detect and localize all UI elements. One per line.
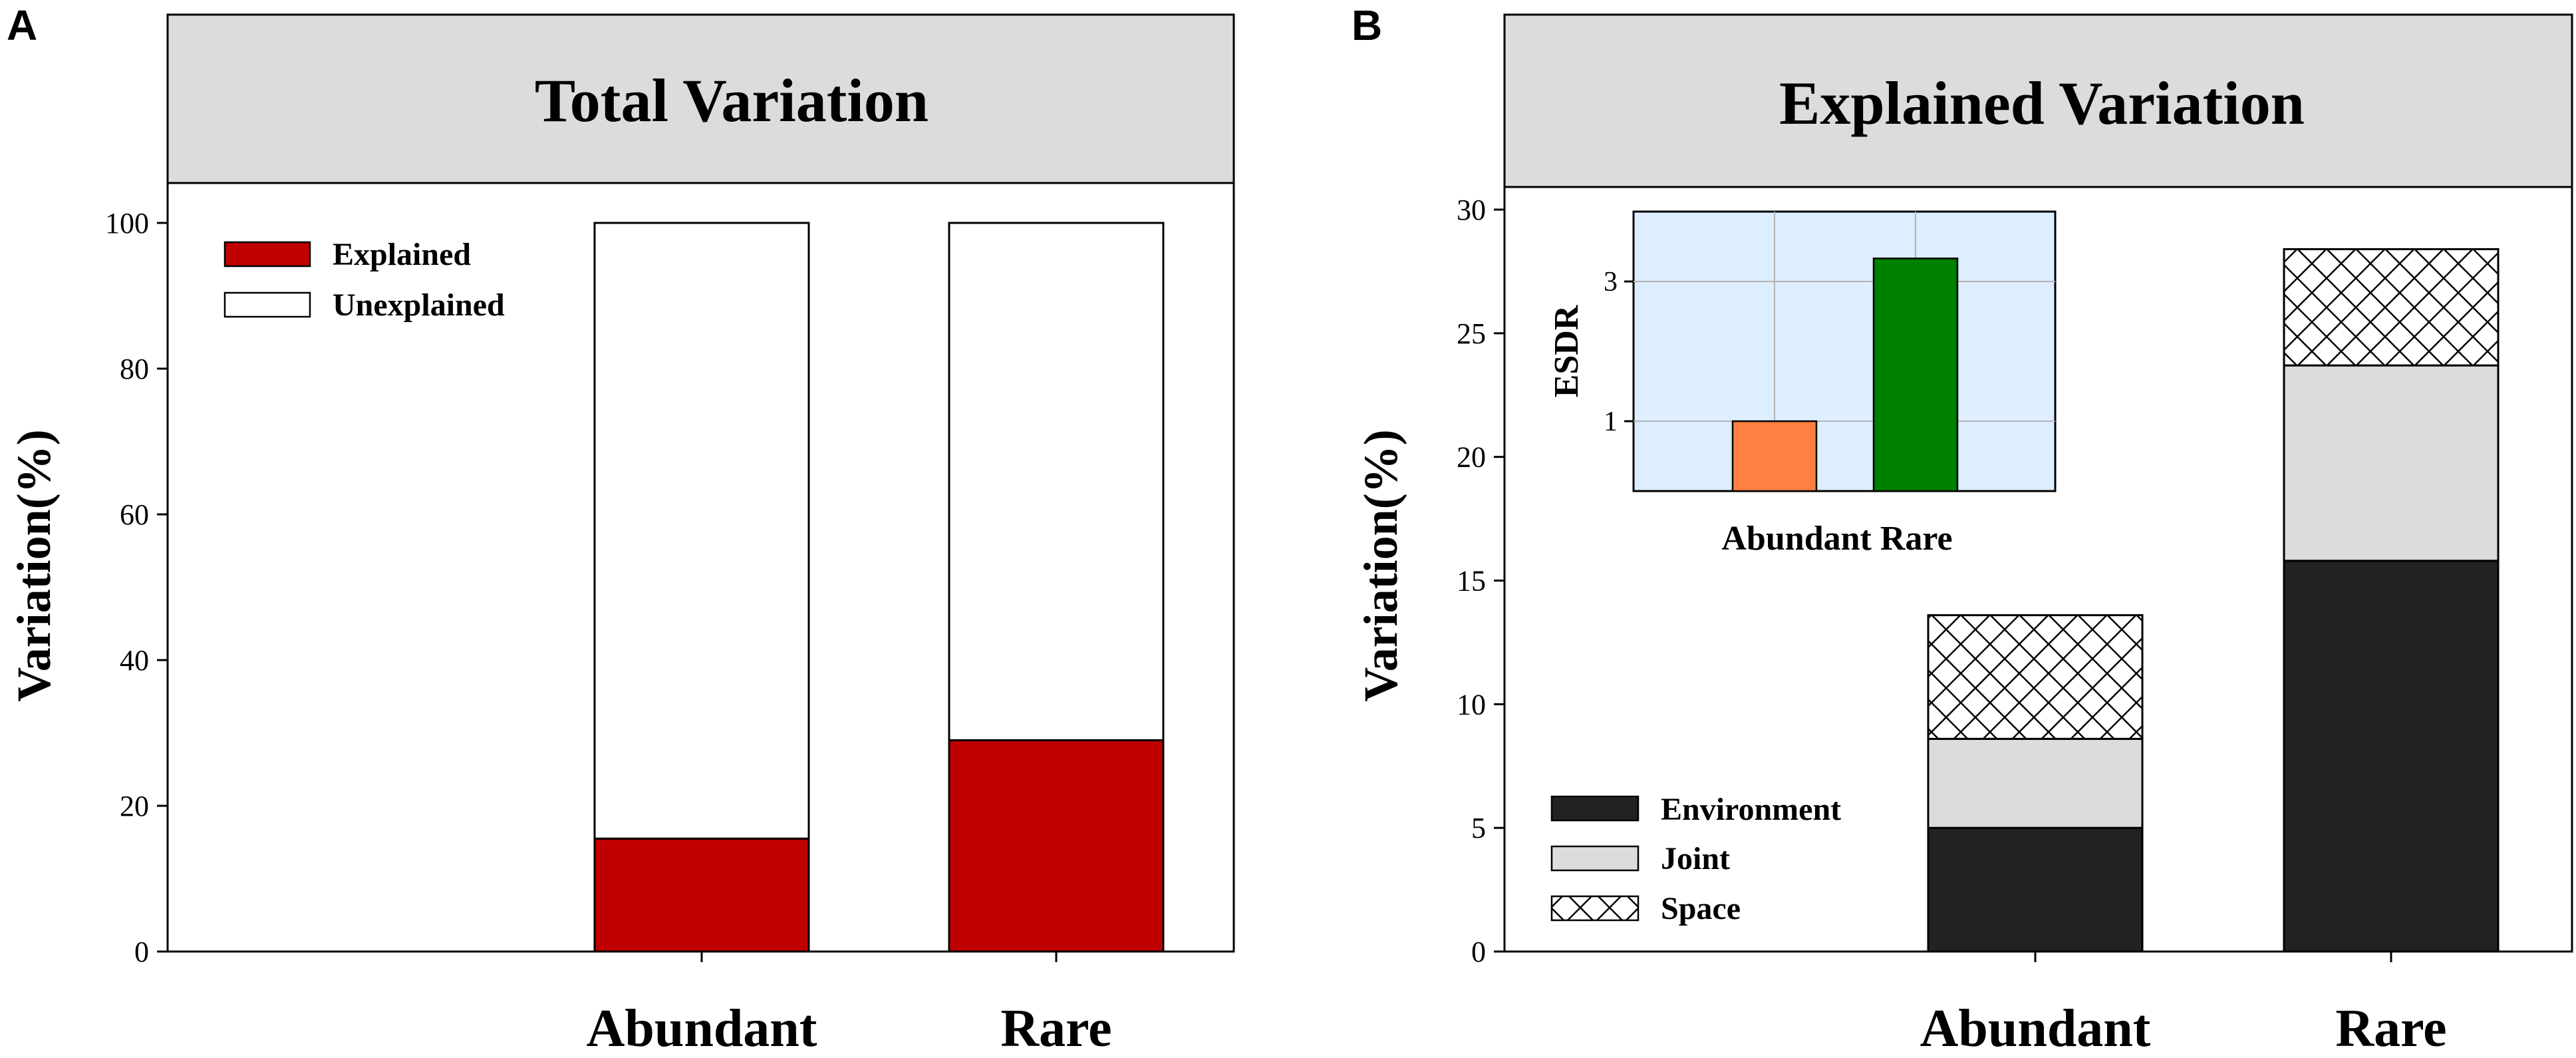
panel-b-bar-rare-environment [2283,560,2500,953]
legend-label-space: Space [1661,891,1741,926]
panel-a-y-axis: 0 20 40 60 80 100 [105,207,168,968]
panel-a-y-axis-label: Variation(%) [7,429,61,701]
panel-a-legend: Explained Unexplained [223,237,505,323]
panel-a-bar-rare-unexplained [948,222,1165,741]
panel-b-bar-abundant-space [1927,614,2144,740]
panel-b-y-axis-label: Variation(%) [1354,429,1407,701]
panel-a-y-tick-label-20: 20 [120,790,149,822]
panel-a-bar-rare-explained [948,739,1165,953]
panel-a-y-tick-label-0: 0 [134,936,149,968]
panel-b-bar-rare-space [2283,248,2500,367]
legend-label-joint: Joint [1661,841,1730,876]
panel-b-y-tick-label-5: 5 [1471,812,1486,844]
panel-b-bar-rare-joint [2283,364,2500,562]
panel-b-bar-abundant-joint [1927,737,2144,829]
legend-swatch-unexplained [223,291,311,318]
panel-b-y-tick-label-15: 15 [1457,565,1486,598]
panel-b-letter: B [1352,1,1382,49]
panel-b: B Explained Variation 0 5 10 15 20 25 30 Varia… [1352,1,2573,1058]
panel-b-y-tick-label-10: 10 [1457,688,1486,721]
panel-a-bar-abundant-unexplained [593,222,810,840]
panel-a-title: Total Variation [535,67,929,134]
panel-a-y-tick-label-100: 100 [105,207,149,240]
panel-b-category-label-abundant: Abundant [1920,999,2151,1058]
panel-a-y-tick-label-80: 80 [120,353,149,385]
panel-a-letter: A [7,1,37,49]
panel-a-bars [593,222,1165,953]
panel-a-y-tick-label-60: 60 [120,498,149,531]
panel-b-bars [1927,248,2500,953]
inset-esdr-chart: 13 ESDR Abundant Rare [1548,210,2057,558]
panel-a-category-label-abundant: Abundant [587,999,817,1058]
panel-b-legend: Environment Joint Space [1550,792,1841,926]
inset-bars [1731,258,1959,492]
panel-b-category-label-rare: Rare [2335,999,2446,1058]
inset-plot-frame [1632,210,2057,492]
inset-y-axis: 13 [1604,267,1634,437]
legend-swatch-environment [1550,795,1640,822]
panel-b-y-axis: 0 5 10 15 20 25 30 [1457,194,1504,968]
panel-a-y-tick-label-40: 40 [120,644,149,677]
panel-a: A Total Variation 0 20 40 60 80 100 Variation… [7,1,1235,1058]
legend-label-unexplained: Unexplained [333,287,505,323]
legend-label-environment: Environment [1661,792,1841,827]
inset-y-tick-label-1: 1 [1604,407,1618,437]
inset-y-tick-label-3: 3 [1604,267,1618,297]
panel-b-y-tick-label-30: 30 [1457,194,1486,226]
panel-a-category-label-rare: Rare [1000,999,1111,1058]
panel-b-y-tick-label-0: 0 [1471,936,1486,968]
legend-swatch-space [1550,895,1640,922]
panel-b-title: Explained Variation [1779,69,2305,137]
inset-x-axis-label: Abundant Rare [1721,520,1952,558]
legend-swatch-explained [223,241,311,267]
panel-b-x-ticks [2034,952,2392,962]
legend-swatch-joint [1550,845,1640,872]
panel-b-title-box [1503,13,2573,188]
panel-b-y-tick-label-25: 25 [1457,317,1486,350]
panel-b-y-tick-label-20: 20 [1457,441,1486,474]
panel-a-title-box [166,13,1235,184]
panel-a-bar-abundant-explained [593,837,810,953]
legend-label-explained: Explained [333,237,471,272]
inset-y-axis-label: ESDR [1548,304,1586,397]
inset-bar-rare [1872,258,1959,492]
panel-a-x-ticks [700,952,1058,962]
inset-bar-abundant [1731,420,1818,492]
panel-b-bar-abundant-environment [1927,826,2144,953]
